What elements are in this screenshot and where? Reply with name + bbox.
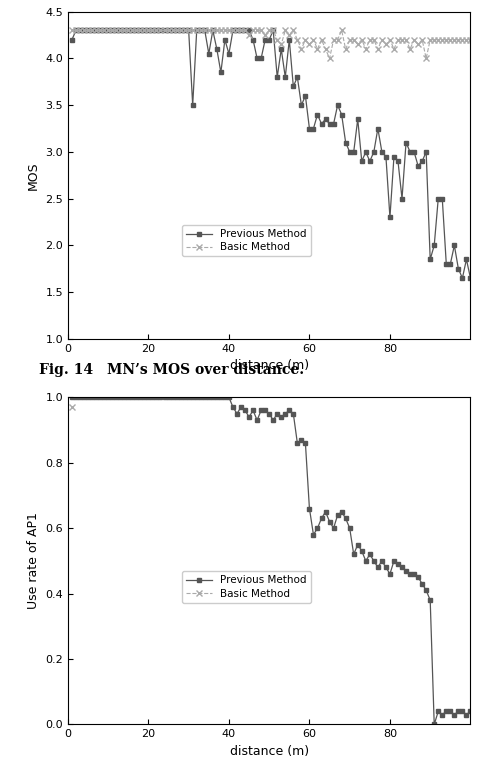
- Previous Method: [458, 273, 464, 283]
- Y-axis label: Use rate of AP1: Use rate of AP1: [27, 513, 40, 609]
- Previous Method: [69, 35, 75, 44]
- Line: Previous Method: Previous Method: [69, 395, 472, 727]
- Previous Method: [149, 26, 155, 35]
- Basic Method: [467, 35, 472, 44]
- Previous Method: [451, 710, 456, 719]
- Previous Method: [274, 409, 280, 418]
- Line: Previous Method: Previous Method: [69, 28, 472, 280]
- Basic Method: [274, 35, 280, 44]
- Basic Method: [306, 40, 312, 49]
- Previous Method: [430, 720, 436, 729]
- Previous Method: [73, 26, 79, 35]
- Previous Method: [451, 241, 456, 250]
- Basic Method: [439, 35, 444, 44]
- Basic Method: [326, 54, 332, 63]
- Previous Method: [161, 393, 167, 402]
- Text: Fig. 14: Fig. 14: [39, 363, 93, 377]
- Basic Method: [451, 35, 456, 44]
- Text: MN’s MOS over distance.: MN’s MOS over distance.: [106, 363, 303, 377]
- Legend: Previous Method, Basic Method: Previous Method, Basic Method: [182, 571, 310, 603]
- Legend: Previous Method, Basic Method: Previous Method, Basic Method: [182, 225, 310, 256]
- Previous Method: [467, 273, 472, 283]
- Previous Method: [165, 26, 171, 35]
- Previous Method: [439, 194, 444, 203]
- Previous Method: [69, 393, 75, 402]
- X-axis label: distance (m): distance (m): [229, 745, 308, 758]
- X-axis label: distance (m): distance (m): [229, 359, 308, 372]
- Y-axis label: MOS: MOS: [27, 161, 40, 189]
- Previous Method: [278, 44, 284, 54]
- Basic Method: [161, 26, 167, 35]
- Line: Basic Method: Basic Method: [69, 27, 472, 62]
- Basic Method: [145, 26, 151, 35]
- Previous Method: [439, 710, 444, 719]
- Previous Method: [145, 393, 151, 402]
- Previous Method: [467, 707, 472, 716]
- Previous Method: [306, 504, 312, 513]
- Basic Method: [69, 26, 75, 35]
- Previous Method: [310, 124, 316, 133]
